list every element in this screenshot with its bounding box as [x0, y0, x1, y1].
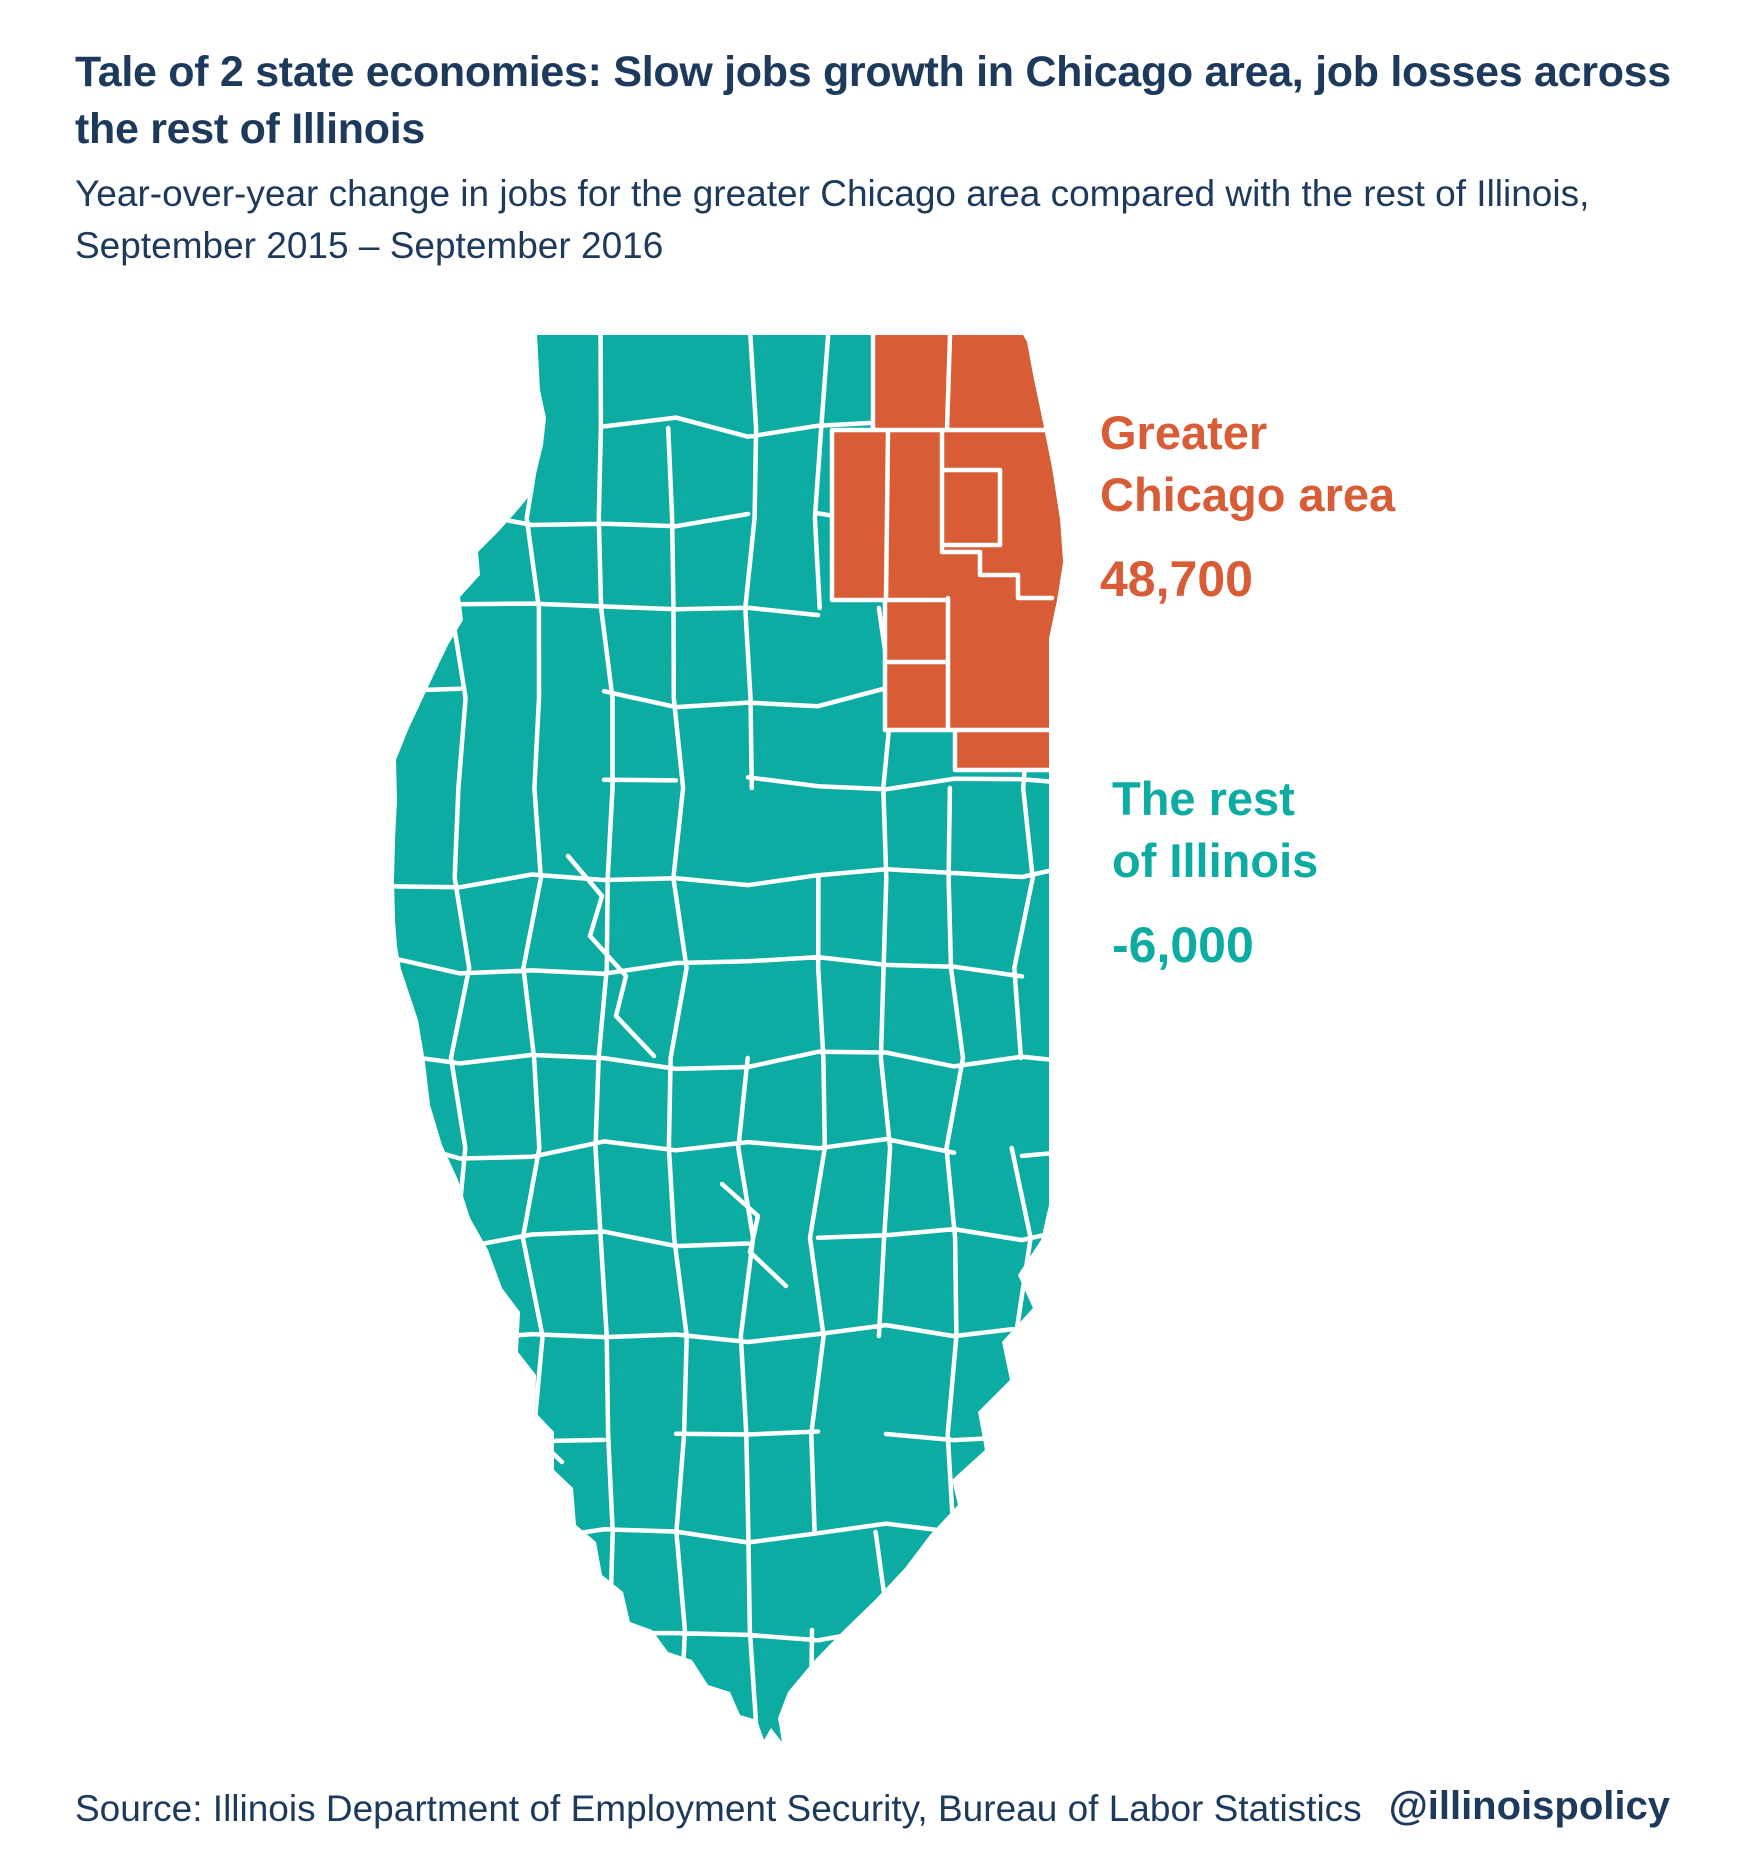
page-title: Tale of 2 state economies: Slow jobs gro… [75, 44, 1671, 158]
chicago-value: 48,700 [1100, 551, 1253, 607]
page-subtitle-line2: September 2015 – September 2016 [75, 225, 664, 266]
chicago-annotation: Greater Chicago area 48,700 [1100, 402, 1395, 610]
chicago-label: Greater Chicago area [1100, 402, 1395, 526]
illinois-county-map [394, 332, 1063, 1742]
chicago-internal-borders [870, 332, 1055, 733]
rest-label-line2: of Illinois [1112, 834, 1319, 887]
social-handle: @illinoispolicy [1388, 1784, 1670, 1828]
source-attribution: Source: Illinois Department of Employmen… [75, 1788, 1362, 1829]
page-title-line2: the rest of Illinois [75, 105, 425, 153]
rest-label-line1: The rest [1112, 772, 1295, 825]
rest-label: The rest of Illinois [1112, 768, 1318, 892]
rest-value: -6,000 [1112, 917, 1254, 973]
page-subtitle: Year-over-year change in jobs for the gr… [75, 168, 1589, 272]
chicago-label-line1: Greater [1100, 406, 1268, 459]
rest-of-illinois-annotation: The rest of Illinois -6,000 [1112, 768, 1318, 976]
chicago-county-borders [829, 332, 1055, 773]
page-subtitle-line1: Year-over-year change in jobs for the gr… [75, 173, 1590, 214]
page-title-line1: Tale of 2 state economies: Slow jobs gro… [75, 48, 1671, 96]
chicago-label-line2: Chicago area [1100, 468, 1396, 521]
